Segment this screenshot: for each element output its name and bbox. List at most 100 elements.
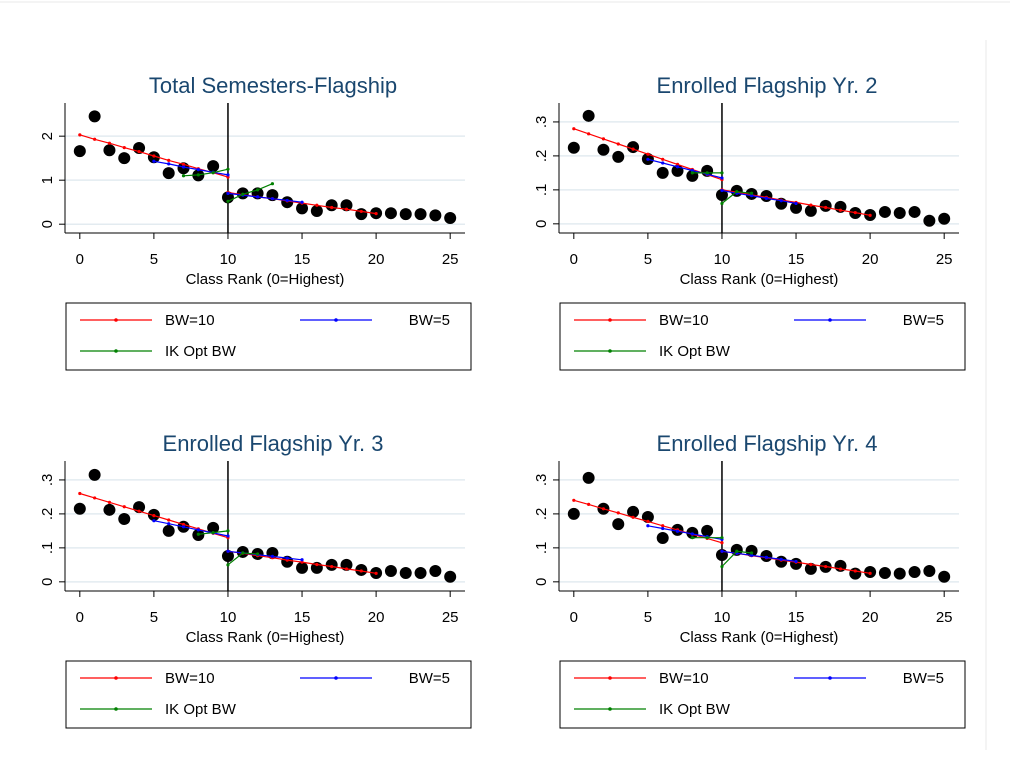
y-tick-label: 0 [39, 220, 56, 228]
data-dot [103, 144, 116, 157]
x-tick-label: 0 [76, 251, 84, 268]
x-tick-label: 10 [714, 609, 731, 626]
fit-point [690, 536, 694, 540]
fit-point [107, 141, 112, 145]
fit-point [720, 176, 724, 180]
x-tick-label: 15 [788, 609, 805, 626]
fit-point [853, 211, 857, 215]
fit-point [601, 507, 606, 511]
fit-point [270, 182, 275, 186]
x-tick-label: 25 [936, 609, 953, 626]
data-dot [296, 561, 309, 574]
y-tick-label: 0 [39, 578, 56, 586]
fit-point [675, 165, 680, 169]
data-dot [938, 570, 951, 583]
fit-point [587, 132, 591, 136]
y-tick-label: .3 [533, 116, 550, 129]
x-tick-label: 5 [644, 609, 652, 626]
x-tick-label: 10 [220, 251, 237, 268]
legend-marker [828, 676, 832, 680]
fit-point [735, 189, 739, 194]
data-dot [597, 143, 610, 156]
data-dot [399, 566, 412, 579]
fit-point [241, 192, 245, 196]
legend-label: IK Opt BW [165, 343, 237, 360]
data-dot [429, 564, 442, 577]
data-dot [310, 204, 323, 217]
fit-point [661, 161, 665, 165]
data-dot [325, 199, 338, 212]
fit-point [196, 168, 200, 172]
x-axis-label: Class Rank (0=Highest) [186, 629, 345, 646]
fit-point [137, 509, 141, 513]
fit-point [330, 564, 334, 569]
fit-point [631, 515, 635, 519]
legend-label: BW=5 [903, 312, 944, 329]
y-tick-label: .1 [39, 542, 56, 555]
x-tick-label: 5 [150, 609, 158, 626]
fit-point [616, 511, 620, 515]
data-dot [893, 567, 906, 580]
fit-point [838, 567, 843, 571]
y-tick-label: .3 [533, 474, 550, 487]
data-dot [908, 565, 921, 578]
y-tick-label: .2 [533, 150, 550, 163]
fit-point [181, 174, 186, 178]
fit-point [78, 491, 82, 496]
data-dot [567, 141, 580, 154]
x-tick-label: 5 [150, 251, 158, 268]
fit-point [167, 162, 171, 166]
data-dot [73, 502, 86, 515]
data-dot [384, 564, 397, 577]
x-tick-label: 0 [570, 609, 578, 626]
legend-label: BW=10 [165, 670, 215, 687]
fit-point [196, 173, 200, 177]
data-dot [444, 212, 457, 225]
fit-point [226, 563, 230, 567]
legend-box [559, 660, 966, 729]
fit-point [152, 519, 156, 523]
fit-point [690, 168, 694, 173]
y-tick-label: .1 [533, 184, 550, 197]
data-dot [221, 550, 234, 563]
data-dot [878, 205, 891, 218]
fit-point [838, 208, 843, 212]
fit-point [794, 559, 798, 564]
fit-line [153, 520, 303, 561]
legend-label: BW=5 [409, 312, 450, 329]
legend-label: BW=5 [903, 670, 944, 687]
fit-point [167, 518, 171, 522]
x-tick-label: 20 [368, 609, 385, 626]
fit-point [690, 532, 694, 536]
fit-point [211, 530, 215, 535]
fit-point [300, 200, 304, 204]
y-tick-label: .2 [533, 508, 550, 521]
legend-label: IK Opt BW [659, 701, 731, 718]
legend-marker [828, 318, 832, 322]
fit-point [226, 175, 230, 179]
data-dot [656, 532, 669, 545]
fit-point [93, 137, 97, 141]
x-tick-label: 25 [442, 251, 459, 268]
panel: Enrolled Flagship Yr. 3 0 .1 .2 .3 0 5 10 15 20 25… [39, 431, 472, 729]
legend-box [65, 302, 472, 371]
x-tick-label: 25 [442, 609, 459, 626]
y-tick-label: .2 [39, 508, 56, 521]
data-dot [804, 562, 817, 575]
y-tick-label: 0 [533, 220, 550, 228]
fit-point [270, 197, 275, 201]
panel-title: Enrolled Flagship Yr. 3 [163, 431, 384, 456]
fit-point [152, 159, 156, 163]
x-tick-label: 25 [936, 251, 953, 268]
fit-point [226, 191, 230, 195]
legend-marker [608, 676, 612, 680]
fit-point [720, 171, 724, 175]
data-dot [627, 505, 640, 518]
fit-point [587, 502, 591, 506]
x-tick-label: 15 [788, 251, 805, 268]
legend-marker [334, 676, 338, 680]
data-dot [88, 110, 101, 123]
data-dot [701, 524, 714, 537]
fit-point [285, 198, 289, 203]
